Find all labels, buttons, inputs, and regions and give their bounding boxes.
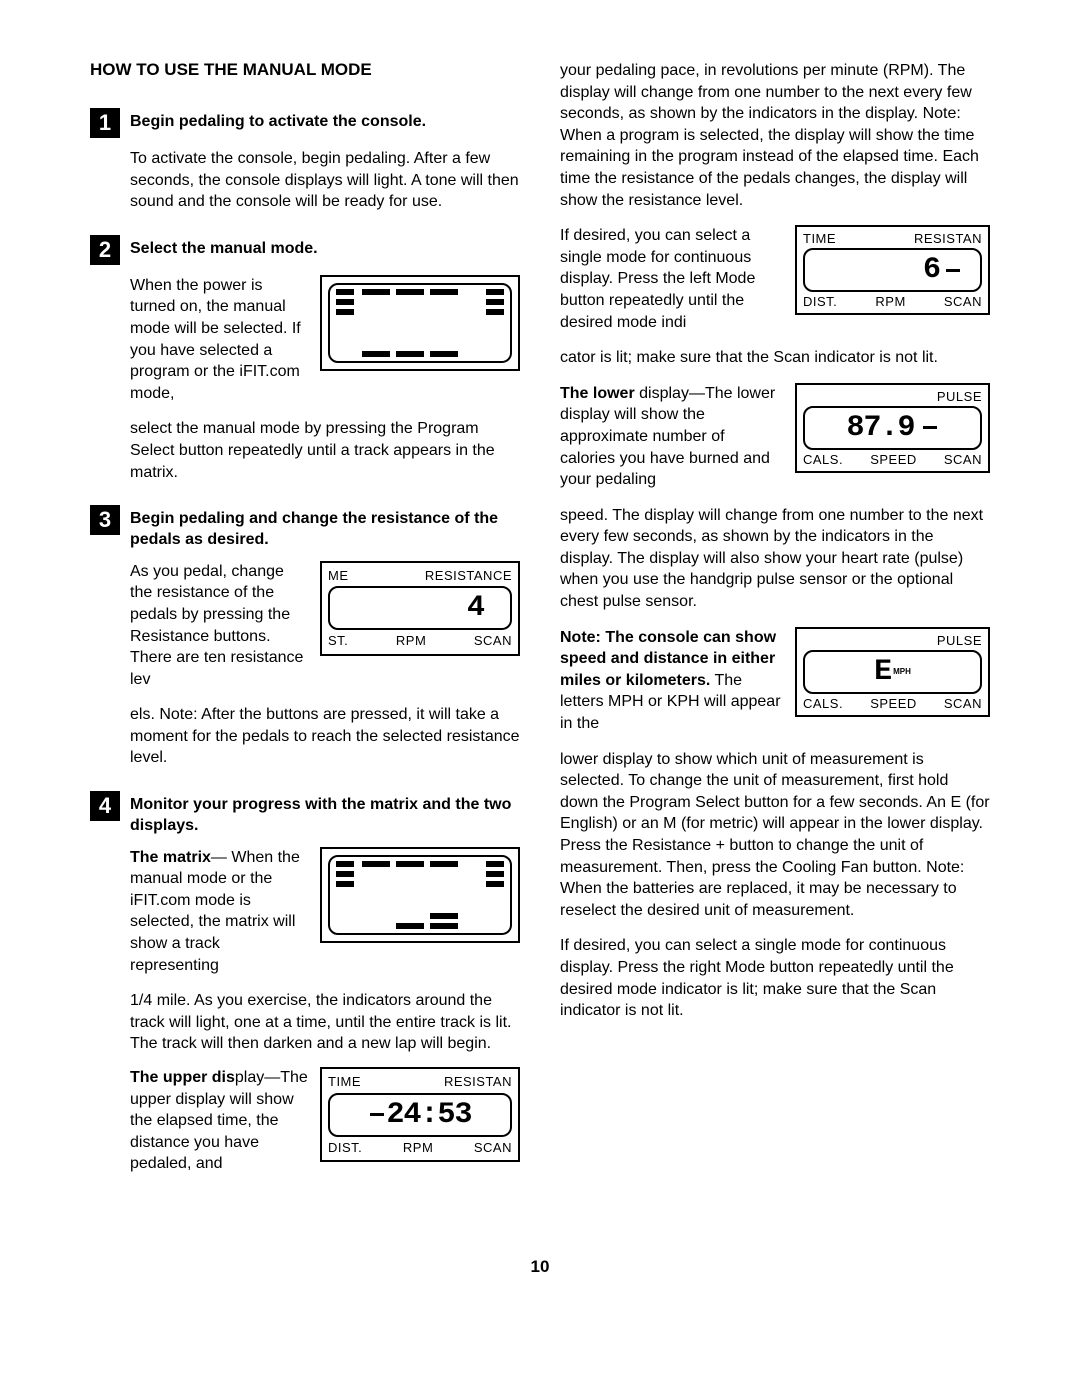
body-paragraph: speed. The display will change from one … — [560, 505, 990, 613]
step-3: 3 Begin pedaling and change the resistan… — [90, 505, 520, 769]
lcd-label: SCAN — [944, 452, 982, 467]
lcd-label: PULSE — [937, 389, 982, 404]
step-2: 2 Select the manual mode. — [90, 235, 520, 483]
lcd-figure-pulse: PULSE 87.9 CALS. SPEED SCAN — [795, 383, 990, 473]
page-number: 10 — [0, 1257, 1080, 1277]
lcd-label: DIST. — [803, 294, 837, 309]
lcd-value: E — [874, 657, 891, 687]
step-body-text: When the power is turned on, the manual … — [130, 277, 301, 402]
lcd-value: 87.9 — [846, 413, 914, 443]
step-title: Begin pedaling and change the resistance… — [130, 505, 520, 551]
lcd-label: CALS. — [803, 696, 843, 711]
lcd-label: RESISTAN — [914, 231, 982, 246]
section-title: HOW TO USE THE MANUAL MODE — [90, 60, 520, 80]
matrix-figure — [320, 275, 520, 371]
lcd-figure-resistance: ME RESISTANCE 4 ST. RPM SCAN — [320, 561, 520, 656]
indicator-mark — [923, 426, 937, 429]
indicator-mark — [370, 1113, 384, 1116]
body-paragraph: cator is lit; make sure that the Scan in… — [560, 347, 990, 369]
lcd-label: SCAN — [944, 696, 982, 711]
lcd-value: 6 — [923, 255, 940, 285]
lcd-label: DIST. — [328, 1139, 362, 1157]
lcd-value: 4 — [467, 593, 484, 623]
body-paragraph: Note: The console can show speed and dis… — [560, 629, 781, 732]
step-body-text: 1/4 mile. As you exercise, the indicator… — [130, 990, 520, 1055]
lcd-label: SPEED — [870, 696, 917, 711]
step-title: Begin pedaling to activate the console. — [130, 108, 426, 133]
lcd-label: PULSE — [937, 633, 982, 648]
lcd-label: CALS. — [803, 452, 843, 467]
lcd-unit: MPH — [893, 667, 911, 676]
lcd-label: RESISTANCE — [425, 567, 512, 585]
lcd-label: RESISTAN — [444, 1073, 512, 1091]
lcd-label: TIME — [328, 1073, 361, 1091]
lcd-label: SCAN — [474, 632, 512, 650]
step-4: 4 Monitor your progress with the matrix … — [90, 791, 520, 1175]
lcd-label: SPEED — [870, 452, 917, 467]
lcd-label: ST. — [328, 632, 348, 650]
step-number-badge: 3 — [90, 505, 120, 535]
step-number-badge: 4 — [90, 791, 120, 821]
step-body-text: The matrix— When the manual mode or the … — [130, 849, 300, 974]
step-body-text: select the manual mode by pressing the P… — [130, 418, 520, 483]
body-paragraph: lower display to show which unit of meas… — [560, 749, 990, 922]
lcd-label: RPM — [403, 1139, 433, 1157]
lcd-label: SCAN — [474, 1139, 512, 1157]
lcd-label: RPM — [875, 294, 905, 309]
lcd-figure-resistance-6: TIME RESISTAN 6 DIST. RPM SCAN — [795, 225, 990, 315]
step-body-text: As you pedal, change the resistance of t… — [130, 563, 303, 688]
lcd-label: SCAN — [944, 294, 982, 309]
body-paragraph: If desired, you can select a single mode… — [560, 227, 755, 330]
body-paragraph: The lower display—The lower display will… — [560, 385, 775, 488]
step-1: 1 Begin pedaling to activate the console… — [90, 108, 520, 213]
lcd-label: TIME — [803, 231, 836, 246]
lcd-label: ME — [328, 567, 349, 585]
step-number-badge: 1 — [90, 108, 120, 138]
matrix-figure — [320, 847, 520, 943]
step-body-text: The upper display—The upper display will… — [130, 1069, 308, 1172]
body-paragraph: your pedaling pace, in revolutions per m… — [560, 60, 990, 211]
lcd-label: RPM — [396, 632, 426, 650]
lcd-figure-time: TIME RESISTAN 24:53 DIST. RPM SCAN — [320, 1067, 520, 1162]
lcd-figure-mph: PULSE E MPH CALS. SPEED SCAN — [795, 627, 990, 717]
right-column: your pedaling pace, in revolutions per m… — [560, 60, 990, 1197]
step-body-text: To activate the console, begin pedaling.… — [130, 148, 520, 213]
indicator-mark — [946, 269, 960, 272]
step-body-text: els. Note: After the buttons are pressed… — [130, 704, 520, 769]
step-title: Monitor your progress with the matrix an… — [130, 791, 520, 837]
body-paragraph: If desired, you can select a single mode… — [560, 935, 990, 1021]
step-title: Select the manual mode. — [130, 235, 318, 260]
lcd-value: 24:53 — [386, 1100, 471, 1130]
left-column: HOW TO USE THE MANUAL MODE 1 Begin pedal… — [90, 60, 520, 1197]
step-number-badge: 2 — [90, 235, 120, 265]
